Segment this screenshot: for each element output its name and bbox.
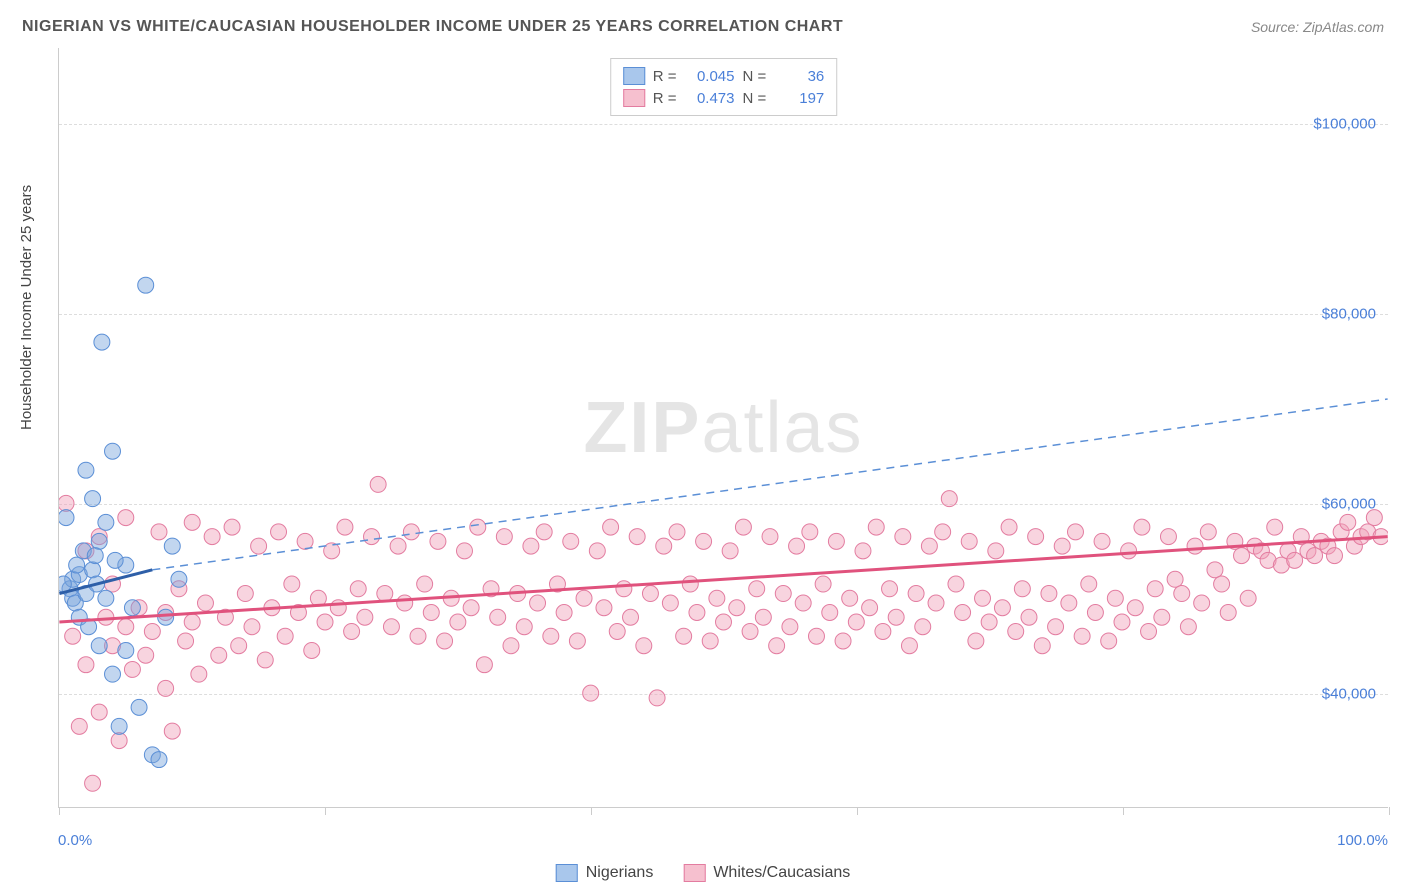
legend-n-value: 36 xyxy=(774,68,824,85)
chart-title: NIGERIAN VS WHITE/CAUCASIAN HOUSEHOLDER … xyxy=(22,18,843,36)
legend-row-whites: R = 0.473 N = 197 xyxy=(623,87,825,109)
chart-plot-area: $40,000$60,000$80,000$100,000 R = 0.045 … xyxy=(58,48,1388,808)
legend-r-label: R = xyxy=(653,68,677,85)
legend-r-label: R = xyxy=(653,90,677,107)
correlation-legend: R = 0.045 N = 36 R = 0.473 N = 197 xyxy=(610,58,838,116)
legend-n-label: N = xyxy=(743,68,767,85)
swatch-whites xyxy=(623,89,645,107)
legend-label: Nigerians xyxy=(586,864,654,882)
legend-r-value: 0.473 xyxy=(685,90,735,107)
legend-item-whites: Whites/Caucasians xyxy=(683,864,850,882)
legend-n-value: 197 xyxy=(774,90,824,107)
y-axis-label: Householder Income Under 25 years xyxy=(18,185,35,430)
x-axis-max-label: 100.0% xyxy=(1337,832,1388,849)
legend-n-label: N = xyxy=(743,90,767,107)
legend-label: Whites/Caucasians xyxy=(713,864,850,882)
legend-r-value: 0.045 xyxy=(685,68,735,85)
swatch-nigerians xyxy=(556,864,578,882)
legend-row-nigerians: R = 0.045 N = 36 xyxy=(623,65,825,87)
chart-source: Source: ZipAtlas.com xyxy=(1251,19,1384,35)
swatch-nigerians xyxy=(623,67,645,85)
legend-item-nigerians: Nigerians xyxy=(556,864,654,882)
x-axis-min-label: 0.0% xyxy=(58,832,92,849)
scatter-svg xyxy=(59,48,1388,807)
series-legend: Nigerians Whites/Caucasians xyxy=(556,864,851,882)
swatch-whites xyxy=(683,864,705,882)
